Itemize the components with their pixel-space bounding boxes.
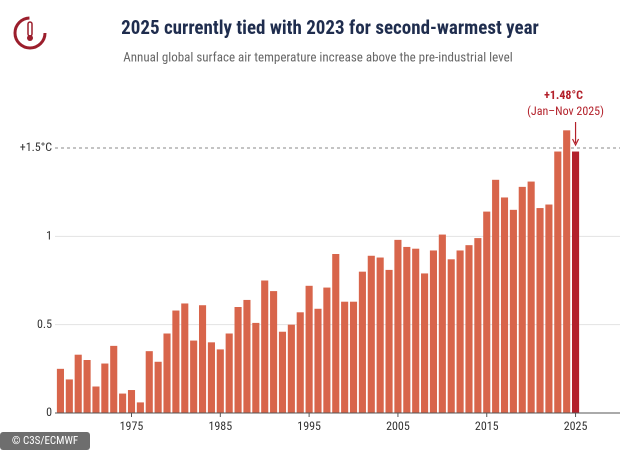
bar: [456, 250, 464, 413]
bar: [92, 386, 100, 413]
x-tick-label: 2015: [475, 419, 499, 433]
bar: [341, 301, 349, 413]
annotation-arrowhead: [572, 138, 580, 147]
chart-title: 2025 currently tied with 2023 for second…: [121, 16, 539, 39]
bar: [163, 333, 171, 413]
y-tick-label: 0.5: [37, 317, 52, 331]
bar: [65, 379, 73, 413]
y-tick-label: +1.5°C: [20, 140, 52, 154]
bar: [509, 209, 517, 413]
bar: [554, 151, 562, 414]
bar: [527, 181, 535, 413]
bar: [119, 393, 127, 413]
x-tick-label: 1985: [208, 419, 232, 433]
bar: [323, 287, 331, 413]
bar: [429, 250, 438, 413]
bar: [483, 211, 491, 413]
bar: [518, 186, 526, 413]
bar: [296, 312, 304, 413]
bar: [198, 305, 207, 413]
bar: [412, 248, 420, 413]
bar: [83, 360, 91, 413]
bar: [367, 255, 375, 413]
bar: [190, 340, 198, 413]
bar: [438, 234, 446, 413]
y-tick-label: 1: [46, 229, 52, 243]
bar: [270, 291, 278, 413]
bar: [101, 363, 109, 413]
bar: [385, 269, 393, 413]
bar: [172, 310, 180, 413]
bar: [492, 179, 500, 413]
bar: [332, 254, 340, 413]
bar: [243, 299, 251, 413]
bar: [545, 204, 553, 413]
bar: [474, 238, 482, 413]
chart-subtitle: Annual global surface air temperature in…: [123, 50, 512, 65]
bar: [127, 390, 136, 413]
x-tick-label: 2005: [386, 419, 410, 433]
bar: [225, 333, 233, 413]
bar: [234, 307, 242, 413]
bar: [74, 354, 82, 413]
x-tick-label: 1995: [297, 419, 321, 433]
bar: [252, 322, 260, 413]
bar: [216, 349, 224, 413]
bar: [394, 239, 402, 413]
bar: [349, 301, 358, 413]
bar: [305, 285, 313, 413]
x-tick-label: 1975: [120, 419, 144, 433]
bar: [376, 257, 384, 413]
bar: [563, 130, 571, 414]
x-tick-label: 2025: [564, 419, 588, 433]
bar: [421, 273, 429, 413]
bar: [287, 324, 295, 413]
bar: [403, 246, 411, 413]
credit: © C3S/ECMWF: [12, 434, 78, 447]
bar: [261, 280, 269, 413]
bar: [314, 308, 322, 413]
y-tick-label: 0: [46, 405, 52, 419]
logo: [13, 16, 47, 50]
bar: [154, 361, 162, 413]
bar: [207, 342, 215, 413]
bar: [110, 345, 118, 413]
bar: [447, 259, 455, 413]
bar: [536, 208, 544, 413]
credit-box: [0, 432, 90, 450]
bar: [358, 271, 366, 413]
bar: [56, 368, 64, 413]
annotation-label: +1.48°C: [544, 88, 583, 102]
bar: [278, 331, 287, 413]
bar: [145, 351, 153, 413]
bar: [136, 402, 144, 413]
annotation-note: (Jan–Nov 2025): [527, 104, 604, 118]
bar: [465, 245, 473, 413]
bar: [181, 303, 189, 413]
bar: [572, 151, 580, 414]
bar: [500, 197, 509, 413]
